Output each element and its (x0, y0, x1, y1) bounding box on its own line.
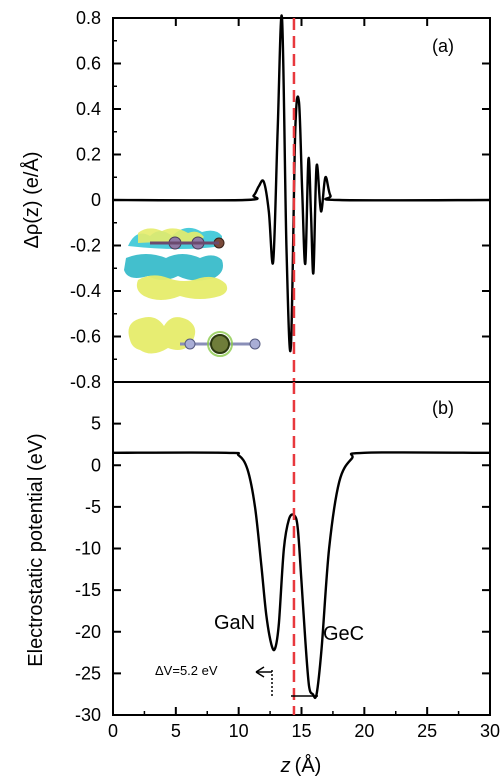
gec-label: GeC (323, 623, 364, 645)
panel-a-y-tick-label: 0 (91, 190, 101, 210)
panel-a-y-tick-label: -0.6 (70, 327, 101, 347)
panel-b-label: (b) (432, 398, 454, 418)
panel-a-y-tick-label: 0.8 (76, 8, 101, 28)
panel-b-y-axis-title: Electrostatic potential (eV) (25, 433, 47, 666)
panel-b-y-ticks: 5 0 -5 -10 -15 -20 -25 -30 (75, 414, 490, 725)
panel-b-x-tick-label: 5 (171, 721, 181, 741)
panel-b-x-ticks: 0 5 10 15 20 25 30 (108, 18, 500, 741)
panel-b-x-tick-label: 10 (229, 721, 249, 741)
panel-b-y-tick-label: -20 (75, 622, 101, 642)
panel-b-y-tick-label: -10 (75, 539, 101, 559)
yellow-isosurface-bottom (128, 317, 196, 354)
panel-a-y-ticks: 0.8 0.6 0.4 0.2 0 -0.2 -0.4 -0.6 -0.8 (70, 8, 490, 392)
n-atom-1 (184, 338, 196, 350)
panel-b-potential-curve (112, 451, 491, 700)
panel-b-x-tick-label: 25 (417, 721, 437, 741)
panel-a-y-tick-label: 0.6 (76, 54, 101, 74)
delta-v-arrowhead (255, 666, 265, 678)
delta-v-label: ΔV=5.2 eV (155, 663, 218, 678)
charge-density-inset (124, 227, 261, 357)
x-axis-title: z (Å) (280, 754, 322, 777)
panel-a-y-tick-label: 0.4 (76, 99, 101, 119)
ga-atom-halo (207, 331, 233, 357)
panel-b-y-tick-label: 0 (91, 455, 101, 475)
panel-b-x-tick-label: 20 (354, 721, 374, 741)
ga-atom (210, 334, 230, 354)
panel-a-y-tick-label: 0.2 (76, 145, 101, 165)
n-atom-2 (249, 338, 261, 350)
panel-b: 5 0 -5 -10 -15 -20 -25 -30 0 5 10 15 20 25 30 GaN GeC… (25, 18, 500, 777)
panel-a-charge-curve (112, 14, 491, 353)
panel-b-x-tick-label: 30 (480, 721, 500, 741)
yellow-isosurface-band (136, 275, 228, 300)
panel-b-y-tick-label: -5 (85, 497, 101, 517)
panel-a-y-tick-label: -0.2 (70, 236, 101, 256)
panel-b-x-tick-label: 15 (291, 721, 311, 741)
delta-v-marker (255, 666, 318, 697)
panel-b-y-tick-label: 5 (91, 414, 101, 434)
panel-a-y-tick-label: -0.8 (70, 372, 101, 392)
gan-label: GaN (214, 612, 255, 634)
panel-b-y-tick-label: -15 (75, 580, 101, 600)
panel-a-label: (a) (432, 36, 454, 56)
yellow-isosurface-top (138, 228, 204, 243)
panel-a-y-tick-label: -0.4 (70, 281, 101, 301)
panel-a-y-axis-title: Δρ(z) (e/Å) (20, 152, 43, 249)
panel-b-x-tick-label: 0 (108, 721, 118, 741)
cyan-isosurface-mid (124, 254, 223, 281)
panel-b-y-tick-label: -30 (75, 705, 101, 725)
panel-a: 0.8 0.6 0.4 0.2 0 -0.2 -0.4 -0.6 -0.8 (a) Δρ(z) … (20, 8, 491, 392)
panel-b-y-tick-label: -25 (75, 663, 101, 683)
